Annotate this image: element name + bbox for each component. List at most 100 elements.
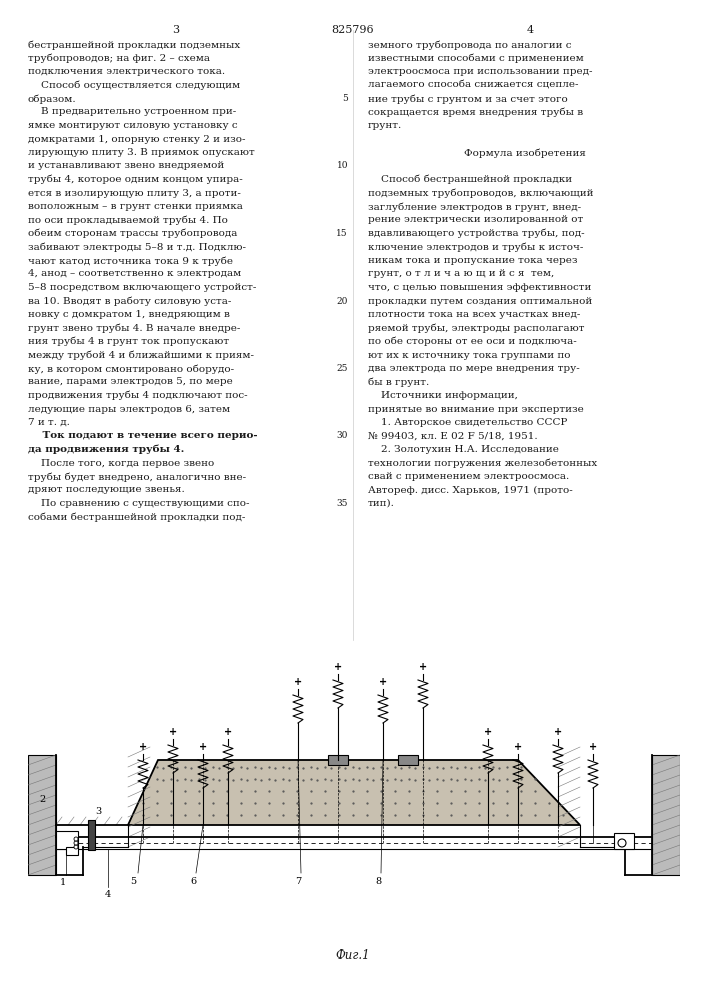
Text: 1. Авторское свидетельство СССР: 1. Авторское свидетельство СССР (368, 418, 568, 427)
Text: Фиг.1: Фиг.1 (336, 949, 370, 962)
Text: ется в изолирующую плиту 3, а проти-: ется в изолирующую плиту 3, а проти- (28, 188, 241, 198)
Text: технологии погружения железобетонных: технологии погружения железобетонных (368, 458, 597, 468)
Text: принятые во внимание при экспертизе: принятые во внимание при экспертизе (368, 404, 584, 414)
Text: подключения электрического тока.: подключения электрического тока. (28, 67, 225, 76)
Text: 4, анод – соответственно к электродам: 4, анод – соответственно к электродам (28, 269, 241, 278)
Text: 7: 7 (295, 877, 301, 886)
Text: воположным – в грунт стенки приямка: воположным – в грунт стенки приямка (28, 202, 243, 211)
Text: собами бестраншейной прокладки под-: собами бестраншейной прокладки под- (28, 512, 245, 522)
Circle shape (74, 841, 78, 845)
Text: +: + (199, 742, 207, 752)
Bar (652, 755, 680, 875)
Text: заглубление электродов в грунт, внед-: заглубление электродов в грунт, внед- (368, 202, 581, 212)
Text: 5–8 посредством включающего устройст-: 5–8 посредством включающего устройст- (28, 283, 257, 292)
Text: вдавливающего устройства трубы, под-: вдавливающего устройства трубы, под- (368, 229, 585, 238)
Circle shape (74, 845, 78, 849)
Text: ние трубы с грунтом и за счет этого: ние трубы с грунтом и за счет этого (368, 94, 568, 104)
Text: 15: 15 (337, 229, 348, 238)
Text: № 99403, кл. E 02 F 5/18, 1951.: № 99403, кл. E 02 F 5/18, 1951. (368, 432, 537, 440)
Text: 1: 1 (60, 878, 66, 887)
Text: Способ осуществляется следующим: Способ осуществляется следующим (28, 81, 240, 90)
Text: подземных трубопроводов, включающий: подземных трубопроводов, включающий (368, 188, 593, 198)
Text: 10: 10 (337, 161, 348, 170)
Text: 30: 30 (337, 432, 348, 440)
Text: ва 10. Вводят в работу силовую уста-: ва 10. Вводят в работу силовую уста- (28, 296, 231, 306)
Text: +: + (484, 727, 492, 737)
Text: лирующую плиту 3. В приямок опускают: лирующую плиту 3. В приямок опускают (28, 148, 255, 157)
Text: 3: 3 (95, 808, 101, 816)
Text: и устанавливают звено внедряемой: и устанавливают звено внедряемой (28, 161, 224, 170)
Text: электроосмоса при использовании пред-: электроосмоса при использовании пред- (368, 67, 592, 76)
Text: вание, парами электродов 5, по мере: вание, парами электродов 5, по мере (28, 377, 233, 386)
Text: ния трубы 4 в грунт ток пропускают: ния трубы 4 в грунт ток пропускают (28, 337, 229, 347)
Bar (66, 847, 78, 855)
Text: грунт, о т л и ч а ю щ и й с я  тем,: грунт, о т л и ч а ю щ и й с я тем, (368, 269, 554, 278)
Text: тип).: тип). (368, 499, 395, 508)
Text: трубы 4, которое одним концом упира-: трубы 4, которое одним концом упира- (28, 175, 243, 184)
Text: По сравнению с существующими спо-: По сравнению с существующими спо- (28, 499, 250, 508)
Text: +: + (419, 662, 427, 672)
Text: После того, когда первое звено: После того, когда первое звено (28, 458, 214, 468)
Text: дряют последующие звенья.: дряют последующие звенья. (28, 486, 185, 494)
Text: земного трубопровода по аналогии с: земного трубопровода по аналогии с (368, 40, 571, 49)
Text: ку, в котором смонтировано оборудо-: ку, в котором смонтировано оборудо- (28, 364, 234, 373)
Text: два электрода по мере внедрения тру-: два электрода по мере внедрения тру- (368, 364, 580, 373)
Text: 35: 35 (337, 499, 348, 508)
Text: домкратами 1, опорную стенку 2 и изо-: домкратами 1, опорную стенку 2 и изо- (28, 134, 245, 143)
Text: Способ бестраншейной прокладки: Способ бестраншейной прокладки (368, 175, 572, 184)
Bar (398, 755, 418, 765)
Text: известными способами с применением: известными способами с применением (368, 53, 584, 63)
Text: ямке монтируют силовую установку с: ямке монтируют силовую установку с (28, 121, 238, 130)
Circle shape (618, 839, 626, 847)
Text: сокращается время внедрения трубы в: сокращается время внедрения трубы в (368, 107, 583, 117)
Text: трубы будет внедрено, аналогично вне-: трубы будет внедрено, аналогично вне- (28, 472, 246, 482)
Text: 3: 3 (173, 25, 180, 35)
Text: +: + (514, 742, 522, 752)
Bar (614, 833, 634, 849)
Text: +: + (334, 662, 342, 672)
Text: грунт звено трубы 4. В начале внедре-: грунт звено трубы 4. В начале внедре- (28, 324, 240, 333)
Text: бестраншейной прокладки подземных: бестраншейной прокладки подземных (28, 40, 240, 49)
Bar (328, 755, 348, 765)
Text: 4: 4 (105, 890, 111, 899)
Text: В предварительно устроенном при-: В предварительно устроенном при- (28, 107, 236, 116)
Text: +: + (554, 727, 562, 737)
Text: 5: 5 (130, 877, 136, 886)
Bar (56, 831, 78, 849)
Text: новку с домкратом 1, внедряющим в: новку с домкратом 1, внедряющим в (28, 310, 230, 319)
Text: 25: 25 (337, 364, 348, 373)
Text: Формула изобретения: Формула изобретения (464, 148, 586, 157)
Text: что, с целью повышения эффективности: что, с целью повышения эффективности (368, 283, 591, 292)
Text: Ток подают в течение всего перио-: Ток подают в течение всего перио- (28, 432, 257, 440)
Text: 8: 8 (375, 877, 381, 886)
Text: лагаемого способа снижается сцепле-: лагаемого способа снижается сцепле- (368, 81, 578, 90)
Text: Автореф. дисс. Харьков, 1971 (прото-: Автореф. дисс. Харьков, 1971 (прото- (368, 486, 573, 495)
Text: 6: 6 (190, 877, 196, 886)
Text: 2: 2 (39, 796, 45, 804)
Text: +: + (589, 742, 597, 752)
Text: 2. Золотухин Н.А. Исследование: 2. Золотухин Н.А. Исследование (368, 445, 559, 454)
Text: 825796: 825796 (332, 25, 374, 35)
Text: 5: 5 (342, 94, 348, 103)
Circle shape (74, 837, 78, 841)
Text: чают катод источника тока 9 к трубе: чают катод источника тока 9 к трубе (28, 256, 233, 265)
Text: образом.: образом. (28, 94, 76, 104)
Text: +: + (294, 677, 302, 687)
Text: 4: 4 (527, 25, 534, 35)
Text: между трубой 4 и ближайшими к приям-: между трубой 4 и ближайшими к приям- (28, 351, 254, 360)
Text: плотности тока на всех участках внед-: плотности тока на всех участках внед- (368, 310, 580, 319)
Text: по оси прокладываемой трубы 4. По: по оси прокладываемой трубы 4. По (28, 216, 228, 225)
Text: да продвижения трубы 4.: да продвижения трубы 4. (28, 445, 185, 454)
Text: трубопроводов; на фиг. 2 – схема: трубопроводов; на фиг. 2 – схема (28, 53, 210, 63)
Text: 7 и т. д.: 7 и т. д. (28, 418, 70, 427)
Text: прокладки путем создания оптимальной: прокладки путем создания оптимальной (368, 296, 592, 306)
Text: +: + (379, 677, 387, 687)
Text: 20: 20 (337, 296, 348, 306)
Text: бы в грунт.: бы в грунт. (368, 377, 429, 387)
Text: никам тока и пропускание тока через: никам тока и пропускание тока через (368, 256, 578, 265)
Polygon shape (128, 760, 580, 825)
Text: +: + (139, 742, 147, 752)
Text: ряемой трубы, электроды располагают: ряемой трубы, электроды располагают (368, 324, 585, 333)
Text: грунт.: грунт. (368, 121, 402, 130)
Text: ют их к источнику тока группами по: ют их к источнику тока группами по (368, 351, 571, 360)
